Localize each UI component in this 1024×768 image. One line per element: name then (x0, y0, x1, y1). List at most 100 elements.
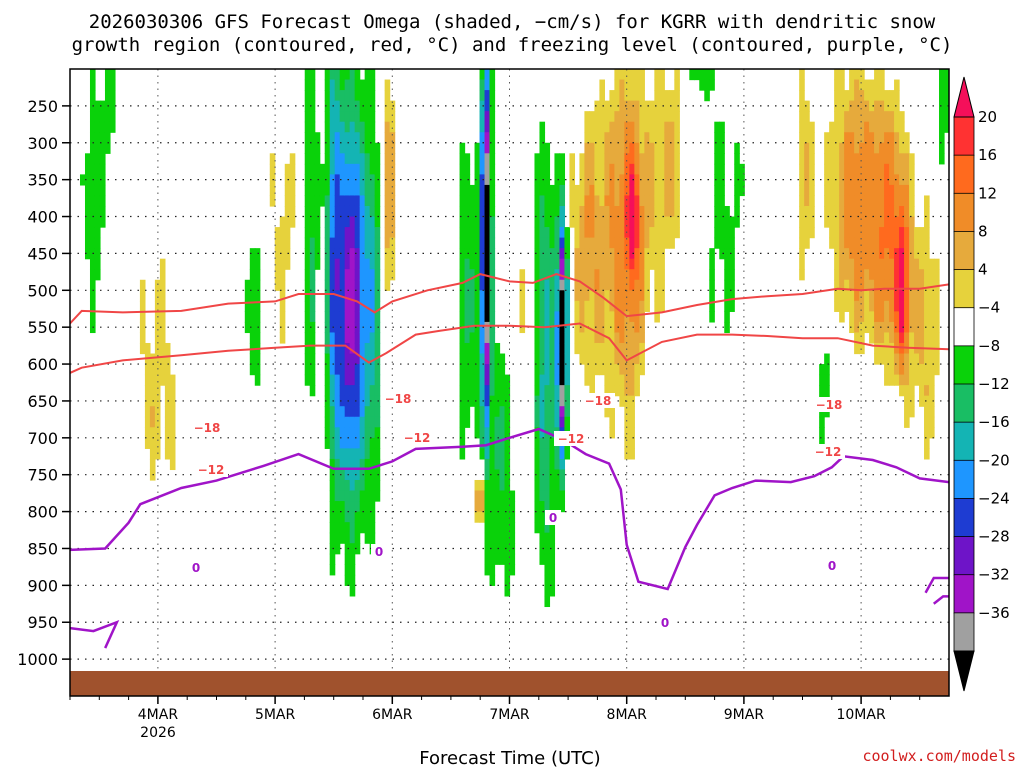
omega-cell (504, 448, 511, 460)
omega-cell (369, 153, 376, 165)
y-tick-label: 800 (27, 503, 58, 522)
omega-cell (884, 111, 890, 123)
omega-cell (459, 174, 466, 186)
omega-cell (339, 311, 346, 323)
omega-cell (644, 163, 650, 175)
omega-cell (799, 174, 805, 186)
omega-cell (339, 279, 346, 291)
omega-cell (344, 364, 351, 376)
omega-cell (869, 237, 875, 249)
omega-cell (604, 111, 610, 123)
omega-cell (879, 69, 885, 81)
omega-cell (369, 111, 376, 123)
omega-cell (474, 195, 481, 207)
omega-cell (484, 100, 491, 112)
omega-cell (824, 163, 830, 175)
omega-cell (344, 227, 351, 239)
colorbar-label: 12 (978, 184, 997, 202)
omega-cell (324, 342, 331, 355)
omega-cell (854, 342, 860, 355)
omega-cell (819, 374, 825, 386)
omega-cell (884, 121, 890, 133)
omega-cell (879, 195, 885, 207)
omega-cell (559, 501, 566, 513)
omega-cell (884, 195, 890, 207)
omega-cell (644, 174, 650, 186)
omega-cell (804, 121, 810, 133)
omega-cell (349, 532, 356, 544)
omega-cell (534, 490, 541, 502)
omega-cell (479, 427, 486, 439)
omega-cell (464, 153, 471, 165)
omega-cell (619, 216, 625, 228)
omega-cell (819, 437, 825, 449)
omega-cell (874, 163, 880, 175)
omega-cell (339, 227, 346, 239)
omega-cell (879, 163, 885, 175)
omega-cell (804, 216, 810, 228)
omega-cell (624, 132, 630, 144)
omega-cell (479, 111, 486, 123)
omega-cell (484, 153, 491, 165)
omega-cell (304, 279, 311, 291)
omega-cell (709, 290, 715, 302)
omega-cell (169, 448, 176, 460)
omega-cell (889, 195, 895, 207)
omega-cell (834, 153, 840, 165)
omega-cell (894, 153, 900, 165)
omega-cell (609, 258, 615, 270)
omega-cell (389, 100, 396, 112)
omega-cell (799, 90, 805, 102)
omega-cell (839, 205, 845, 218)
omega-cell (84, 237, 91, 249)
omega-cell (249, 353, 256, 365)
omega-cell (584, 353, 590, 365)
omega-cell (494, 437, 501, 449)
omega-cell (169, 385, 176, 397)
omega-cell (489, 385, 496, 397)
omega-cell (479, 437, 486, 449)
omega-cell (619, 258, 625, 270)
omega-cell (589, 174, 595, 186)
omega-cell (579, 237, 586, 249)
omega-cell (364, 416, 371, 428)
omega-cell (349, 237, 356, 249)
omega-cell (579, 153, 586, 165)
omega-cell (544, 595, 551, 608)
omega-cell (489, 142, 496, 154)
omega-cell (799, 142, 805, 154)
omega-cell (889, 364, 895, 376)
omega-cell (889, 153, 895, 165)
omega-cell (539, 205, 546, 218)
omega-cell (324, 142, 331, 154)
omega-cell (539, 269, 546, 281)
omega-cell (874, 342, 880, 355)
omega-cell (874, 353, 880, 365)
omega-cell (464, 416, 471, 428)
omega-cell (254, 353, 261, 365)
omega-cell (714, 205, 720, 218)
omega-cell (544, 553, 551, 565)
omega-cell (634, 69, 640, 81)
omega-cell (839, 90, 845, 102)
omega-cell (619, 342, 625, 355)
omega-cell (334, 311, 341, 323)
omega-cell (889, 111, 895, 123)
omega-cell (629, 216, 635, 228)
omega-cell (859, 142, 865, 154)
omega-cell (349, 458, 356, 471)
omega-cell (349, 163, 356, 175)
omega-cell (894, 342, 900, 355)
omega-cell (94, 184, 101, 197)
omega-cell (899, 248, 905, 260)
omega-cell (554, 490, 561, 502)
omega-cell (659, 69, 665, 81)
omega-cell (934, 311, 940, 323)
omega-cell (624, 427, 630, 439)
omega-cell (589, 353, 595, 365)
omega-cell (844, 269, 850, 281)
omega-cell (539, 532, 546, 544)
omega-cell (469, 385, 476, 397)
omega-cell (474, 153, 481, 165)
omega-cell (849, 311, 855, 323)
